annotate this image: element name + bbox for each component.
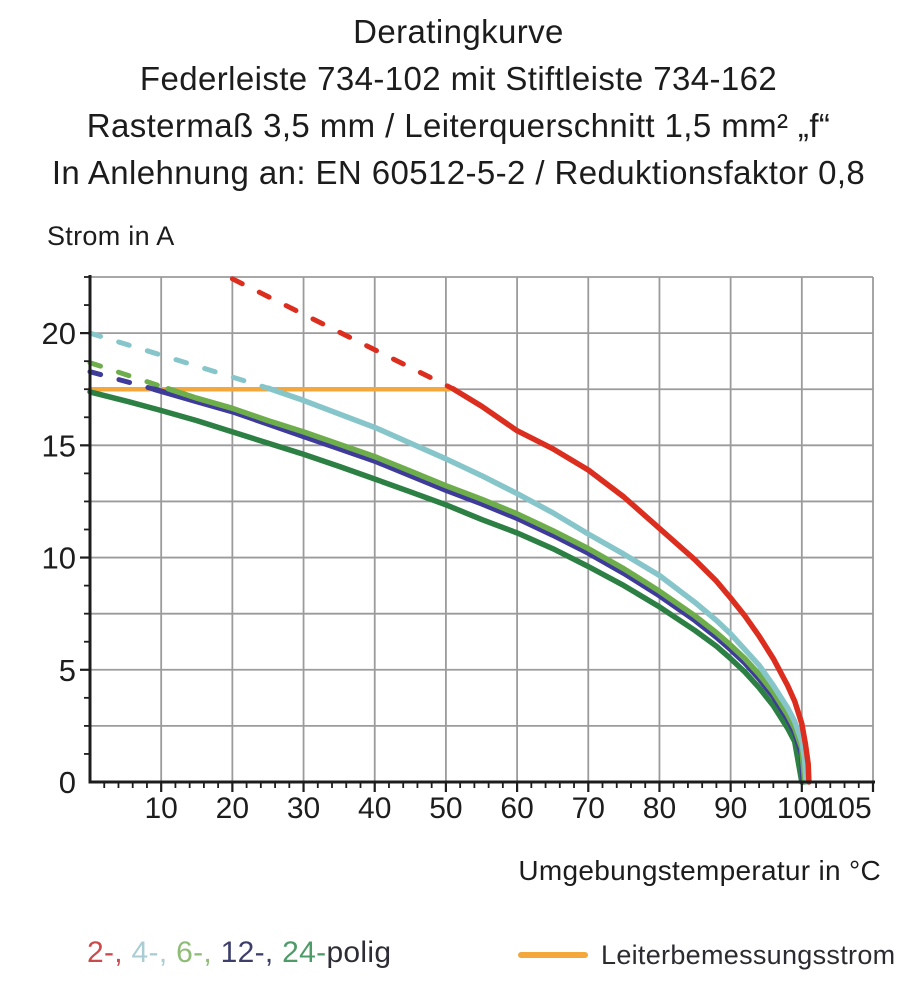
title-line-2: Federleiste 734-102 mit Stiftleiste 734-… xyxy=(139,60,778,97)
series-6-polig xyxy=(165,386,808,785)
poles-legend-part-1: 2-, xyxy=(87,936,132,969)
series-2-polig xyxy=(450,386,812,785)
rated-current-line-swatch xyxy=(518,952,588,958)
rated-current-label: Leiterbemessungsstrom xyxy=(601,939,896,970)
y-tick-label-0: 0 xyxy=(59,765,76,800)
x-tick-label-80: 80 xyxy=(643,792,676,825)
chart-title-block: Deratingkurve Federleiste 734-102 mit St… xyxy=(0,8,917,196)
series-12-polig-dashed xyxy=(87,369,157,392)
y-tick-label-10: 10 xyxy=(42,541,76,576)
x-tick-label-30: 30 xyxy=(287,792,320,825)
series-6-polig-dashed xyxy=(87,360,171,392)
poles-legend-part-6: polig xyxy=(326,936,392,969)
y-tick-label-20: 20 xyxy=(42,316,76,351)
x-axis-title: Umgebungstemperatur in °C xyxy=(518,855,881,886)
x-tick-label-70: 70 xyxy=(572,792,605,825)
x-tick-label-20: 20 xyxy=(216,792,249,825)
x-tick-label-10: 10 xyxy=(144,792,177,825)
y-tick-label-15: 15 xyxy=(42,428,76,463)
poles-legend-part-4: 12-, xyxy=(220,936,283,969)
x-tick-label-40: 40 xyxy=(358,792,391,825)
x-tick-label-90: 90 xyxy=(714,792,747,825)
poles-legend-part-3: 6-, xyxy=(176,936,221,969)
title-line-4: In Anlehnung an: EN 60512-5-2 / Reduktio… xyxy=(51,154,866,191)
poles-legend-part-2: 4-, xyxy=(131,936,177,969)
series-12-polig xyxy=(151,386,806,785)
poles-legend-part-5: 24- xyxy=(282,936,327,969)
series-24-polig xyxy=(87,389,805,785)
x-tick-label-50: 50 xyxy=(429,792,462,825)
poles-legend: 2-, 4-, 6-, 12-, 24-polig xyxy=(87,936,391,970)
series-4-polig-dashed xyxy=(87,330,271,391)
x-tick-label-100: 100 xyxy=(777,792,827,825)
x-tick-label-105: 105 xyxy=(822,792,872,825)
series-2-polig-dashed xyxy=(229,276,456,392)
y-axis-title: Strom in A xyxy=(47,221,175,251)
title-line-3: Rastermaß 3,5 mm / Leiterquerschnitt 1,5… xyxy=(86,107,831,144)
y-tick-label-5: 5 xyxy=(59,653,76,688)
rated-current-legend: Leiterbemessungsstrom xyxy=(518,933,895,977)
x-tick-label-60: 60 xyxy=(500,792,533,825)
series-4-polig xyxy=(265,385,809,785)
title-line-1: Deratingkurve xyxy=(353,13,564,50)
